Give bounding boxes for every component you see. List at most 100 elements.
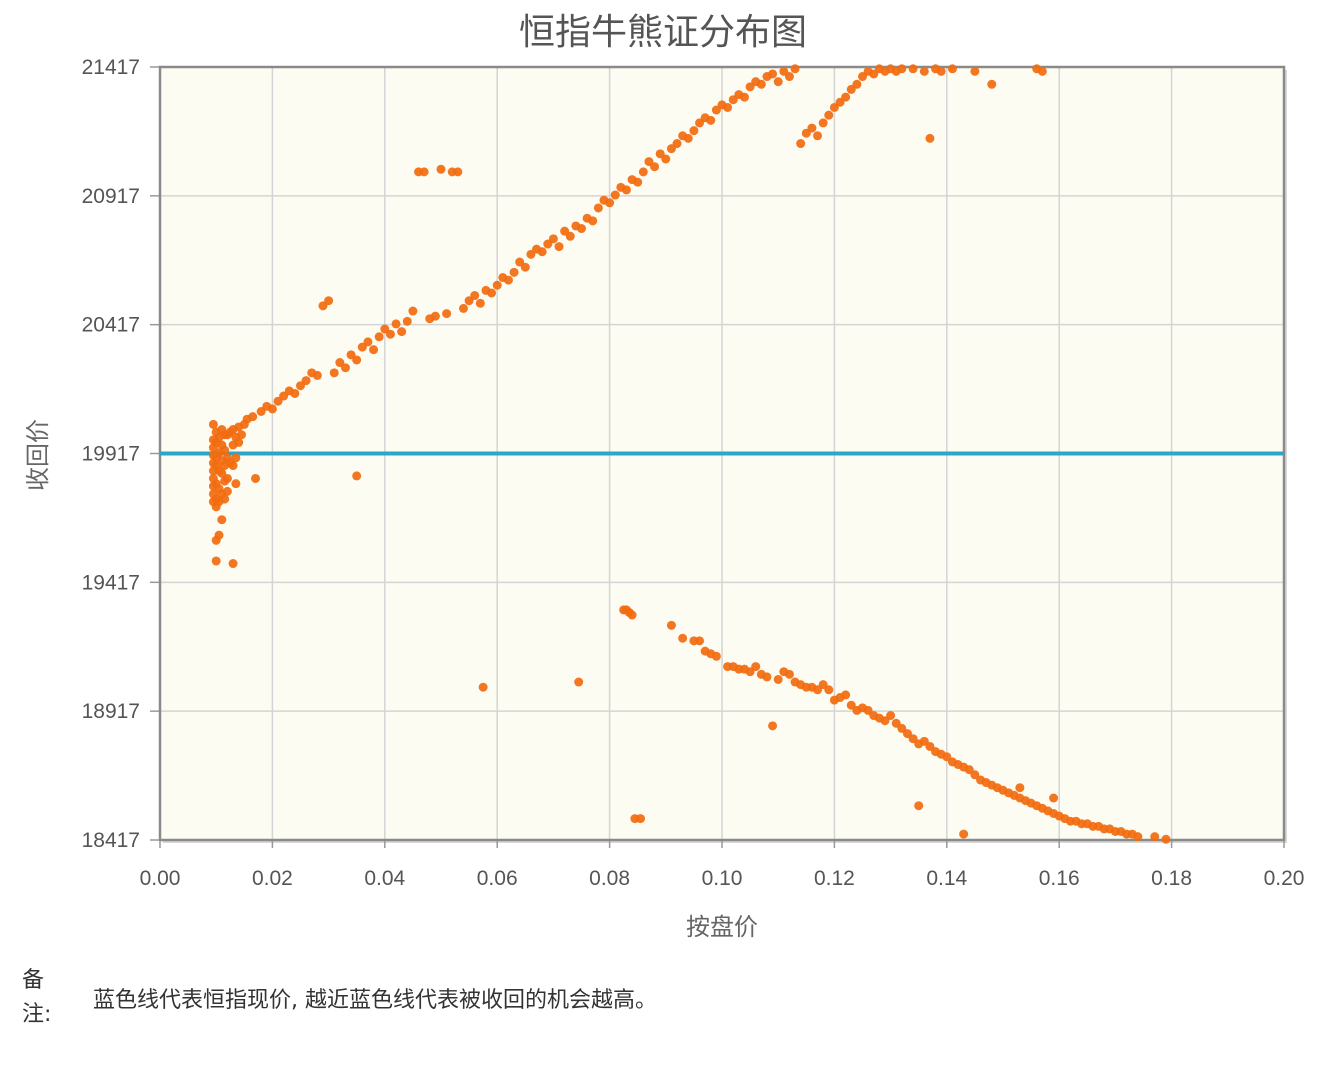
bull-point: [919, 66, 929, 76]
bull-point: [352, 355, 362, 365]
bull-point: [234, 437, 244, 447]
bear-point: [1150, 832, 1160, 842]
bull-point: [363, 337, 373, 347]
bull-point: [970, 66, 980, 76]
plot-area: 0.00 0.02 0.04 0.06 0.08 0.10 0.12 0.14 0.16 0.18…: [82, 56, 1305, 890]
scatter-chart: 恒指牛熊证分布图 0.00 0.02 0.04 0.06 0.08 0.10 0.12 0.1…: [24, 12, 1305, 941]
bull-point: [248, 412, 258, 422]
bull-point: [577, 224, 586, 234]
x-tick-label: 0.16: [1039, 867, 1080, 890]
bull-point: [251, 473, 261, 483]
bull-point: [987, 79, 997, 89]
bull-point: [925, 133, 935, 143]
bull-point: [470, 291, 480, 301]
bull-point: [784, 72, 794, 82]
bull-point: [683, 133, 693, 143]
bull-point: [1037, 66, 1047, 76]
bull-point: [621, 185, 631, 195]
bull-point: [818, 118, 828, 128]
bull-point: [369, 345, 379, 355]
chart-title: 恒指牛熊证分布图: [519, 12, 807, 53]
bull-point: [650, 162, 660, 172]
x-tick-label: 0.12: [814, 867, 855, 890]
y-tick-label: 19917: [82, 443, 140, 466]
bull-point: [236, 430, 246, 440]
bull-point: [605, 198, 615, 208]
bull-point: [824, 110, 834, 120]
bull-point: [397, 327, 407, 337]
bull-point: [661, 154, 671, 164]
bull-point: [897, 64, 907, 74]
bear-point: [768, 721, 778, 731]
bull-point: [324, 296, 334, 306]
bear-point: [784, 669, 794, 679]
bull-point: [796, 139, 806, 149]
x-tick-label: 0.20: [1264, 867, 1305, 890]
bull-point: [312, 370, 322, 380]
bull-point: [217, 515, 227, 525]
note-label: 备注:: [22, 968, 52, 1027]
x-tick-label: 0.06: [477, 867, 518, 890]
bull-point: [208, 419, 218, 429]
bear-point: [574, 677, 584, 687]
bull-point: [475, 298, 485, 308]
bear-point: [678, 633, 688, 643]
x-tick-label: 0.02: [252, 867, 293, 890]
note-text: 蓝色线代表恒指现价, 越近蓝色线代表被收回的机会越高。: [93, 988, 657, 1013]
bear-point: [478, 682, 488, 692]
bull-point: [739, 92, 749, 102]
bull-point: [633, 177, 643, 187]
bull-point: [689, 126, 699, 136]
bull-point: [588, 216, 598, 226]
bear-point: [773, 674, 783, 684]
bear-point: [1161, 834, 1171, 844]
bull-point: [231, 453, 241, 463]
bull-point: [487, 288, 497, 298]
bear-point: [886, 711, 896, 721]
y-tick-label: 18917: [82, 700, 140, 723]
bull-point: [706, 115, 716, 125]
bull-point: [408, 306, 418, 316]
x-tick-label: 0.18: [1151, 867, 1192, 890]
bull-point: [520, 262, 530, 272]
bull-point: [813, 131, 823, 141]
y-axis-title: 收回价: [24, 419, 52, 491]
bear-point: [1015, 783, 1025, 793]
bear-point: [762, 672, 772, 682]
bull-point: [841, 92, 851, 102]
bull-point: [402, 316, 412, 326]
bull-point: [222, 473, 232, 483]
bull-point: [593, 203, 603, 213]
bear-point: [666, 620, 676, 630]
x-tick-label: 0.04: [364, 867, 405, 890]
bull-point: [509, 267, 519, 277]
bull-point: [301, 376, 311, 386]
bull-point: [852, 79, 862, 89]
bull-point: [638, 167, 648, 177]
bull-point: [672, 139, 682, 149]
y-tick-label: 20917: [82, 185, 140, 208]
bull-point: [222, 486, 232, 496]
bull-point: [267, 404, 277, 414]
y-tick-label: 20417: [82, 314, 140, 337]
bull-point: [391, 319, 401, 329]
bull-point: [947, 64, 957, 74]
bear-point: [914, 801, 924, 811]
bull-point: [352, 471, 362, 481]
bull-point: [214, 530, 224, 540]
bear-point: [695, 636, 705, 646]
bull-point: [220, 494, 230, 504]
bull-point: [385, 329, 395, 339]
bull-point: [610, 190, 620, 200]
x-axis-title: 按盘价: [686, 913, 758, 941]
bull-point: [231, 479, 241, 489]
y-tick-label: 18417: [82, 829, 140, 852]
bear-point: [841, 690, 851, 700]
bull-point: [374, 332, 384, 342]
bull-point: [554, 242, 564, 252]
bull-point: [228, 461, 238, 471]
bull-point: [329, 368, 339, 378]
bull-point: [453, 167, 463, 177]
bull-point: [442, 309, 452, 319]
bull-point: [220, 445, 230, 455]
